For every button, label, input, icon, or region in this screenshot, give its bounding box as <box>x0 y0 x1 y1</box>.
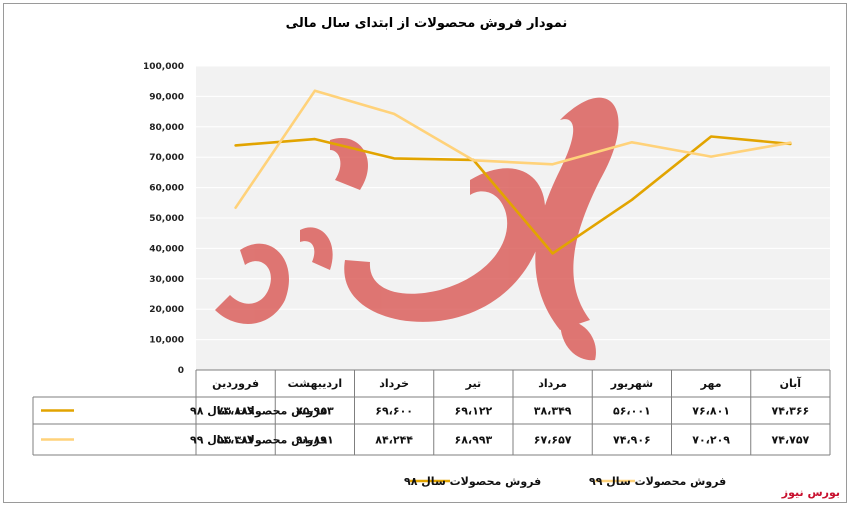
logo-shapes: بورس نیوز <box>215 97 619 361</box>
data-label: ۶۹،۱۲۲ <box>455 405 493 418</box>
data-label: ۷۰،۲۰۹ <box>692 434 730 447</box>
data-label: ۷۴،۹۰۶ <box>613 434 651 447</box>
y-tick-label: 80,000 <box>149 123 184 133</box>
category-label: شهریور <box>610 377 653 390</box>
data-label: ۳۸،۳۴۹ <box>534 405 572 418</box>
source-watermark: بورس نیوز <box>781 486 840 499</box>
data-label: ۵۳،۳۸۱ <box>217 434 255 447</box>
logo-stroke <box>300 227 333 270</box>
category-label: آبان <box>780 376 802 390</box>
data-label: ۷۳،۸۸۹ <box>217 405 255 418</box>
category-label: مهر <box>700 377 722 390</box>
category-label: فروردین <box>212 377 259 390</box>
data-label: ۷۵،۹۵۳ <box>296 405 334 418</box>
y-tick-label: 50,000 <box>149 214 184 224</box>
y-tick-label: 60,000 <box>149 184 184 194</box>
y-tick-label: 30,000 <box>149 275 184 285</box>
data-label: ۸۴،۲۴۴ <box>375 434 413 447</box>
y-tick-label: 0 <box>178 366 184 376</box>
legend-label-2: فروش محصولات سال ۹۹ <box>589 475 726 488</box>
y-tick-label: 20,000 <box>149 305 184 315</box>
series-line-2 <box>234 89 792 209</box>
y-tick-label: 100,000 <box>143 62 184 72</box>
logo-stroke <box>215 243 289 324</box>
data-label: ۷۴،۷۵۷ <box>772 434 810 447</box>
series-name-cell: فروش محصولات سال ۹۹ <box>190 434 327 447</box>
y-tick-label: 10,000 <box>149 336 184 346</box>
category-label: تیر <box>465 377 481 390</box>
data-label: ۷۶،۸۰۱ <box>692 405 730 418</box>
logo-stroke <box>344 168 546 322</box>
legend-label-1: فروش محصولات سال ۹۸ <box>404 475 541 488</box>
data-label: ۶۸،۹۹۳ <box>455 434 493 447</box>
category-label: اردیبهشت <box>288 377 342 390</box>
data-label: ۹۱،۸۹۱ <box>296 434 334 447</box>
chart-title: نمودار فروش محصولات از ابتدای سال مالی <box>285 16 568 31</box>
data-label: ۶۷،۶۵۷ <box>534 434 572 447</box>
series-name-cell: فروش محصولات سال ۹۸ <box>190 405 327 418</box>
series-line-1 <box>234 135 792 255</box>
logo-stroke <box>535 97 619 330</box>
y-tick-label: 70,000 <box>149 153 184 163</box>
category-label: مرداد <box>538 377 567 390</box>
y-tick-label: 40,000 <box>149 244 184 254</box>
bourse-news-logo-watermark: بورس نیوز <box>215 97 619 361</box>
category-label: خرداد <box>379 377 409 390</box>
y-tick-label: 90,000 <box>149 92 184 102</box>
logo-stroke <box>560 319 596 361</box>
data-label: ۷۴،۳۶۶ <box>772 405 810 418</box>
data-label: ۵۶،۰۰۱ <box>613 405 651 418</box>
data-label: ۶۹،۶۰۰ <box>375 405 413 418</box>
